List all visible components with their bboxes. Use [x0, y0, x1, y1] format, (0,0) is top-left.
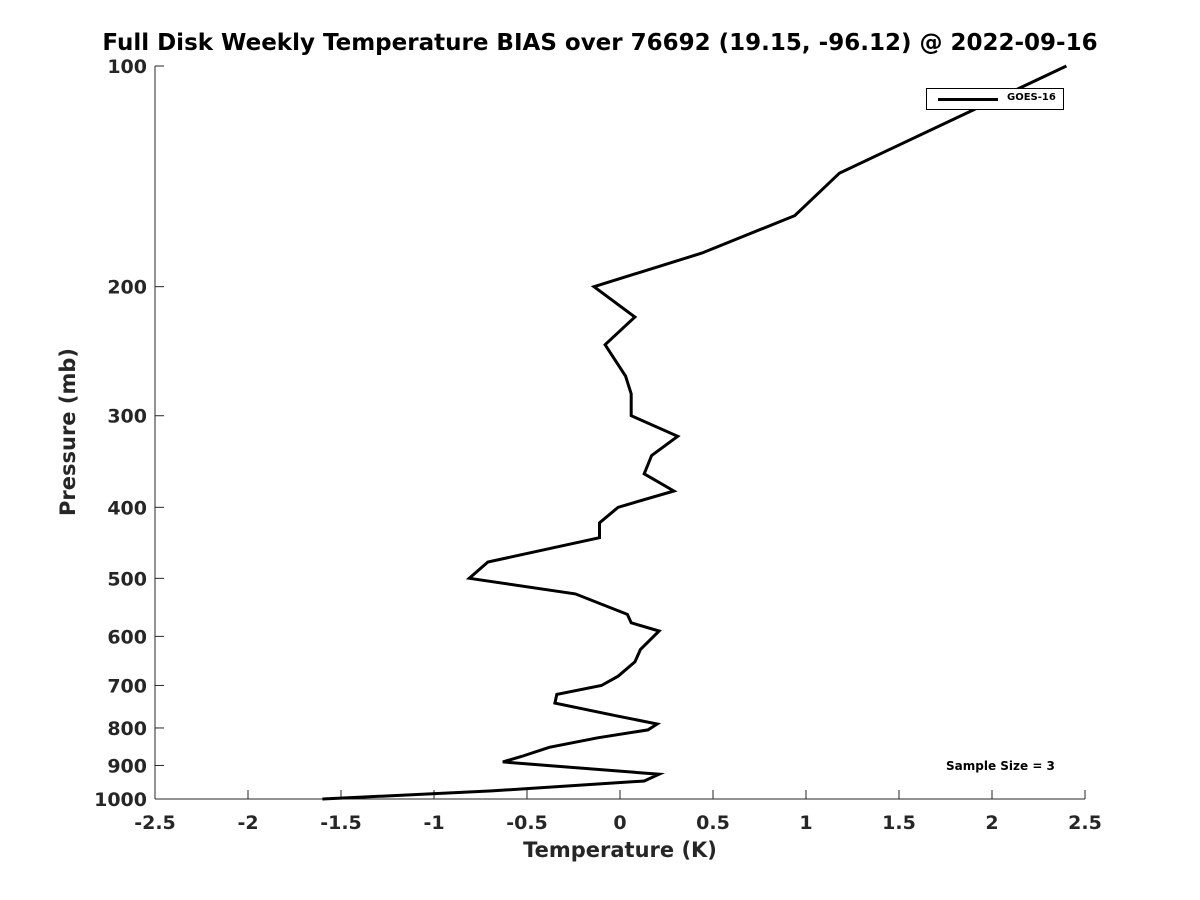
x-tick-label: -2 — [237, 812, 258, 834]
ticks: -2.5 -2 -1.5 -1 -0.5 0 0.5 1 1.5 2 2.5 100 200 300 400… — [94, 56, 1102, 834]
x-tick-label: -2.5 — [134, 812, 176, 834]
y-tick-label: 200 — [107, 277, 147, 299]
series-line-goes-16 — [322, 64, 1068, 801]
chart-title: Full Disk Weekly Temperature BIAS over 7… — [102, 30, 1098, 56]
legend-line-goes-16 — [938, 98, 998, 101]
x-tick-label: 1.5 — [882, 812, 916, 834]
x-tick-label: 2.5 — [1068, 812, 1102, 834]
y-tick-label: 600 — [107, 626, 147, 648]
x-tick-label: 2 — [985, 812, 998, 834]
series-layer — [322, 64, 1068, 801]
y-tick-label: 700 — [107, 675, 147, 697]
y-tick-label: 100 — [107, 56, 147, 78]
sample-size-annotation: Sample Size = 3 — [946, 759, 1055, 773]
y-tick-label: 900 — [107, 755, 147, 777]
y-axis-label: Pressure (mb) — [56, 348, 80, 516]
y-tick-label: 1000 — [94, 789, 147, 811]
x-tick-label: -1 — [423, 812, 444, 834]
legend-label-goes-16: GOES-16 — [1007, 92, 1056, 103]
x-tick-label: -0.5 — [506, 812, 548, 834]
x-tick-label: 0 — [613, 812, 626, 834]
x-tick-label: 0.5 — [696, 812, 730, 834]
y-tick-label: 800 — [107, 718, 147, 740]
y-tick-label: 400 — [107, 497, 147, 519]
axes — [154, 66, 1085, 800]
x-tick-label: -1.5 — [320, 812, 362, 834]
x-tick-label: 1 — [799, 812, 812, 834]
x-axis-label: Temperature (K) — [523, 838, 717, 862]
y-tick-label: 500 — [107, 568, 147, 590]
y-tick-label: 300 — [107, 406, 147, 428]
legend: GOES-16 — [926, 88, 1064, 110]
